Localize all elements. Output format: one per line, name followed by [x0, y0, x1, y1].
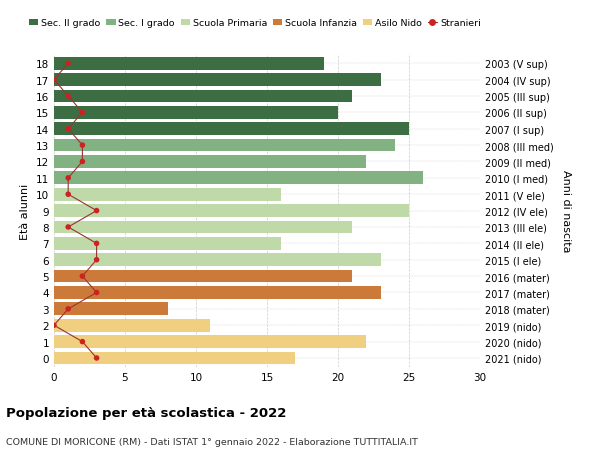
Point — [64, 61, 73, 68]
Bar — [54, 107, 338, 119]
Bar — [54, 286, 380, 299]
Bar — [54, 254, 380, 267]
Bar — [54, 303, 167, 315]
Point — [92, 257, 101, 264]
Bar — [54, 237, 281, 250]
Point — [64, 191, 73, 198]
Bar — [54, 205, 409, 218]
Bar — [54, 58, 324, 70]
Bar — [54, 352, 295, 364]
Bar — [54, 319, 210, 332]
Bar — [54, 140, 395, 152]
Point — [92, 207, 101, 215]
Bar — [54, 189, 281, 201]
Point — [64, 126, 73, 133]
Point — [92, 289, 101, 297]
Bar — [54, 74, 380, 87]
Point — [92, 354, 101, 362]
Bar — [54, 270, 352, 283]
Point — [64, 175, 73, 182]
Bar — [54, 156, 367, 168]
Y-axis label: Anni di nascita: Anni di nascita — [560, 170, 571, 252]
Bar — [54, 90, 352, 103]
Point — [77, 158, 87, 166]
Text: COMUNE DI MORICONE (RM) - Dati ISTAT 1° gennaio 2022 - Elaborazione TUTTITALIA.I: COMUNE DI MORICONE (RM) - Dati ISTAT 1° … — [6, 437, 418, 446]
Point — [77, 109, 87, 117]
Bar — [54, 221, 352, 234]
Bar — [54, 172, 423, 185]
Text: Popolazione per età scolastica - 2022: Popolazione per età scolastica - 2022 — [6, 406, 286, 419]
Y-axis label: Età alunni: Età alunni — [20, 183, 31, 239]
Point — [49, 77, 59, 84]
Legend: Sec. II grado, Sec. I grado, Scuola Primaria, Scuola Infanzia, Asilo Nido, Stran: Sec. II grado, Sec. I grado, Scuola Prim… — [29, 19, 481, 28]
Point — [77, 338, 87, 346]
Point — [64, 93, 73, 101]
Point — [64, 306, 73, 313]
Point — [49, 322, 59, 329]
Point — [77, 273, 87, 280]
Point — [64, 224, 73, 231]
Bar — [54, 336, 367, 348]
Bar — [54, 123, 409, 136]
Point — [92, 240, 101, 247]
Point — [77, 142, 87, 150]
